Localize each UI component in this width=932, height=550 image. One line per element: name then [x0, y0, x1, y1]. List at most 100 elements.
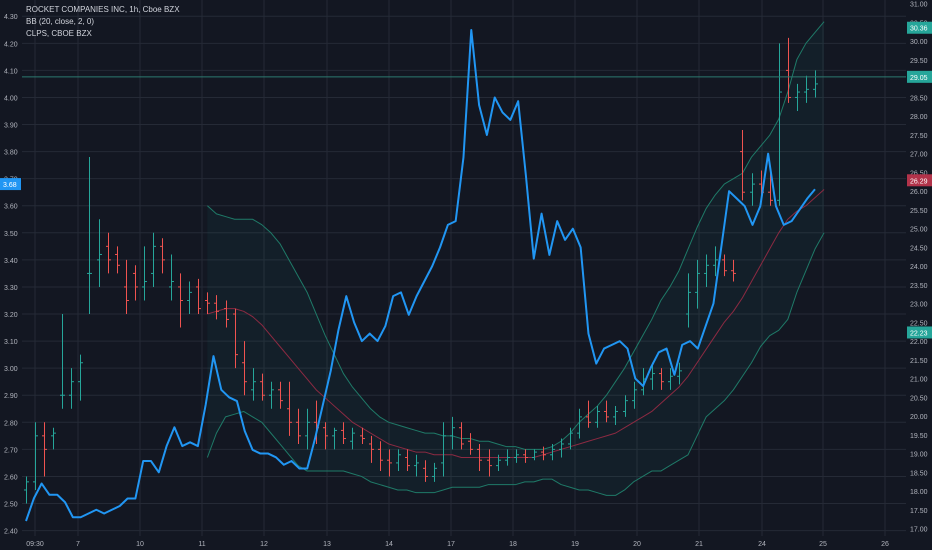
- ohlc-bar: [523, 449, 528, 463]
- ohlc-bar: [468, 433, 473, 455]
- left-axis-tick-label: 2.60: [4, 474, 18, 481]
- ohlc-bar: [51, 427, 56, 450]
- ohlc-bar: [532, 449, 537, 461]
- x-axis-tick-label: 11: [198, 541, 205, 548]
- ohlc-bar: [350, 427, 355, 450]
- x-axis-tick-label: 25: [819, 541, 827, 548]
- left-axis-tick-label: 4.20: [4, 41, 18, 48]
- right-axis-tick-label: 22.00: [910, 339, 928, 346]
- x-axis-tick-label: 10: [136, 541, 144, 548]
- clps-series-line: [25, 28, 816, 522]
- left-axis-tick-label: 2.90: [4, 393, 18, 400]
- right-value-tag-label: 30.36: [910, 26, 928, 33]
- ohlc-bar: [623, 395, 628, 417]
- left-axis-tick-label: 3.50: [4, 231, 18, 238]
- ohlc-bar: [432, 462, 437, 482]
- ohlc-bar: [278, 381, 283, 409]
- ohlc-bar: [668, 368, 673, 390]
- ohlc-bar: [142, 246, 147, 301]
- ohlc-bar: [115, 246, 120, 274]
- ohlc-bar: [233, 308, 238, 369]
- left-axis-tick-label: 3.00: [4, 366, 18, 373]
- left-axis-tick-label: 3.90: [4, 123, 18, 130]
- x-axis-tick-label: 7: [76, 541, 80, 548]
- left-axis-tick-label: 2.70: [4, 447, 18, 454]
- left-axis-tick-label: 3.80: [4, 150, 18, 157]
- x-axis-tick-label: 13: [323, 541, 331, 548]
- ohlc-bar: [187, 281, 192, 315]
- ohlc-bar: [360, 427, 365, 444]
- right-axis-tick-label: 28.50: [910, 95, 928, 102]
- right-value-tag: [907, 70, 932, 83]
- right-axis-tick-label: 20.00: [910, 414, 928, 421]
- ohlc-bar: [387, 449, 392, 477]
- ohlc-bar: [559, 438, 564, 458]
- right-axis-tick-label: 21.00: [910, 377, 928, 384]
- ohlc-bar: [242, 341, 247, 396]
- ohlc-bar: [441, 422, 446, 477]
- ohlc-bar: [305, 408, 310, 450]
- right-axis-tick-label: 19.00: [910, 452, 928, 459]
- right-axis-tick-label: 17.00: [910, 527, 928, 534]
- ohlc-bar: [224, 300, 229, 328]
- ohlc-bar: [24, 476, 29, 504]
- right-value-tag: [907, 174, 932, 187]
- left-value-tag: [0, 178, 21, 191]
- right-axis-tick-label: 24.00: [910, 264, 928, 271]
- bb-fill: [207, 21, 825, 496]
- ohlc-bar: [423, 460, 428, 482]
- ohlc-bar: [541, 446, 546, 461]
- x-axis-tick-label: 20: [633, 541, 641, 548]
- ohlc-bar: [568, 427, 573, 450]
- symbol-legend[interactable]: ROCKET COMPANIES INC, 1h, Cboe BZX: [26, 5, 180, 14]
- x-axis-tick-label: 14: [385, 541, 393, 548]
- right-axis-tick-label: 24.50: [910, 245, 928, 252]
- x-axis-tick-label: 19: [571, 541, 579, 548]
- ohlc-bar: [378, 441, 383, 472]
- ohlc-bar: [632, 381, 637, 409]
- right-axis-tick-label: 29.50: [910, 58, 928, 65]
- bb-lower-band: [206, 232, 825, 496]
- right-value-tag: [907, 21, 932, 34]
- ohlc-bar: [260, 373, 265, 401]
- ohlc-bar: [731, 259, 736, 282]
- ohlc-bar: [205, 292, 210, 315]
- ohlc-bar: [577, 408, 582, 439]
- ohlc-bar: [60, 314, 65, 409]
- right-axis-tick-label: 25.50: [910, 208, 928, 215]
- ohlc-bar: [396, 449, 401, 472]
- ohlc-bar: [323, 422, 328, 450]
- ohlc-bar: [740, 129, 745, 201]
- right-axis-tick-label: 21.50: [910, 358, 928, 365]
- bb-legend[interactable]: BB (20, close, 2, 0): [26, 17, 95, 26]
- left-axis-tick-label: 2.40: [4, 529, 18, 536]
- left-axis-tick-label: 4.10: [4, 68, 18, 75]
- left-axis-tick-label: 4.30: [4, 14, 18, 21]
- left-axis-tick-label: 2.50: [4, 502, 18, 509]
- ohlc-bar: [332, 427, 337, 450]
- ohlc-bar: [795, 83, 800, 111]
- ohlc-bar: [695, 259, 700, 309]
- x-axis-tick-label: 17: [447, 541, 455, 548]
- ohlc-bar: [178, 273, 183, 328]
- right-axis-tick-label: 31.00: [910, 2, 928, 9]
- x-axis-tick-label: 18: [509, 541, 517, 548]
- x-axis-tick-label: 09:30: [26, 541, 44, 548]
- right-axis-tick-label: 28.00: [910, 114, 928, 121]
- clps-legend[interactable]: CLPS, CBOE BZX: [26, 29, 92, 38]
- ohlc-bar: [269, 381, 274, 409]
- left-value-tag-label: 3.68: [3, 182, 17, 189]
- ohlc-bar: [414, 454, 419, 477]
- legend: ROCKET COMPANIES INC, 1h, Cboe BZX BB (2…: [26, 4, 180, 40]
- left-axis-tick-label: 4.00: [4, 95, 18, 102]
- ohlc-bar: [704, 254, 709, 287]
- right-value-tag-label: 26.29: [910, 178, 928, 185]
- ohlc-bar: [677, 362, 682, 385]
- right-axis-tick-label: 23.00: [910, 302, 928, 309]
- ohlc-bar: [106, 232, 111, 274]
- right-axis-tick-label: 18.00: [910, 489, 928, 496]
- ohlc-bar: [722, 254, 727, 277]
- ohlc-bar: [477, 443, 482, 472]
- ohlc-bar: [586, 400, 591, 428]
